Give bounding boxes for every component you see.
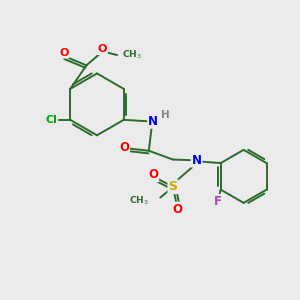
Text: F: F <box>214 195 222 208</box>
Text: O: O <box>172 202 182 215</box>
Text: O: O <box>148 168 158 182</box>
Text: H: H <box>161 110 170 120</box>
Text: O: O <box>119 141 129 154</box>
Text: Cl: Cl <box>45 115 57 125</box>
Text: N: N <box>191 154 202 167</box>
Text: O: O <box>98 44 107 54</box>
Text: S: S <box>168 180 177 193</box>
Text: N: N <box>148 115 158 128</box>
Text: CH$_3$: CH$_3$ <box>129 194 148 207</box>
Text: O: O <box>59 48 68 58</box>
Text: CH$_3$: CH$_3$ <box>122 48 142 61</box>
